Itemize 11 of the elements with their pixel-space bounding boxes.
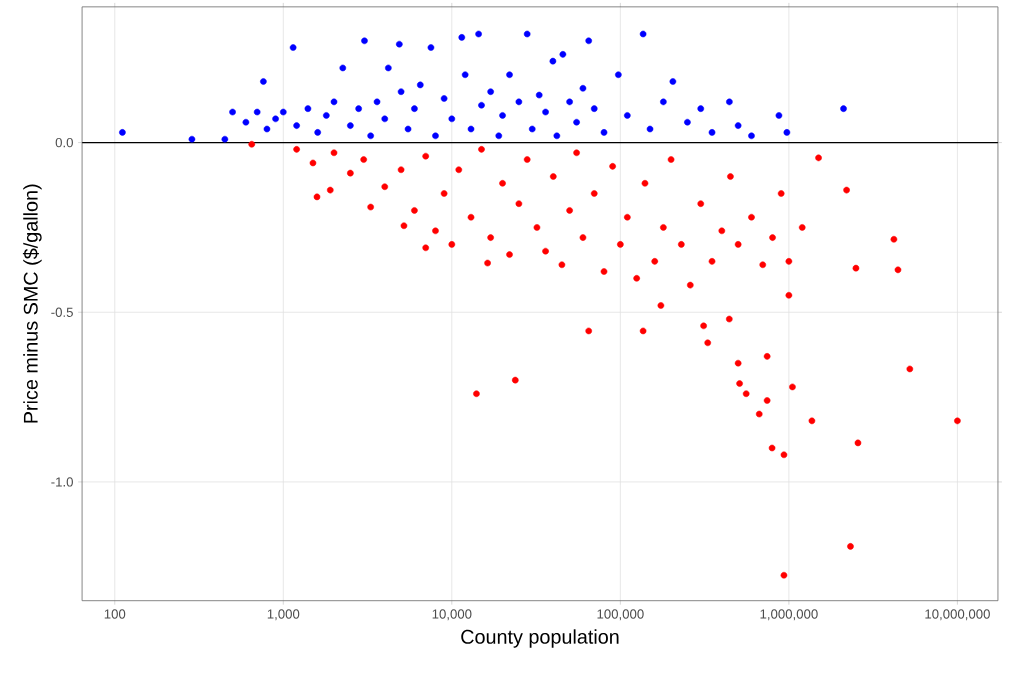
x-tick-label: 10,000,000 <box>925 609 990 621</box>
x-tick-label: 1,000 <box>267 609 300 621</box>
x-axis-title: County population <box>461 629 619 648</box>
x-tick-label: 10,000 <box>432 609 472 621</box>
x-tick-label: 100,000 <box>597 609 644 621</box>
y-tick-label: -0.5 <box>51 307 73 318</box>
y-tick-label: 0.0 <box>55 138 73 148</box>
x-tick-label: 100 <box>104 609 126 619</box>
y-axis-title: Price minus SMC ($/gallon) <box>22 184 42 423</box>
x-tick-label: 1,000,000 <box>760 609 818 621</box>
y-tick-label: -1.0 <box>51 477 73 487</box>
